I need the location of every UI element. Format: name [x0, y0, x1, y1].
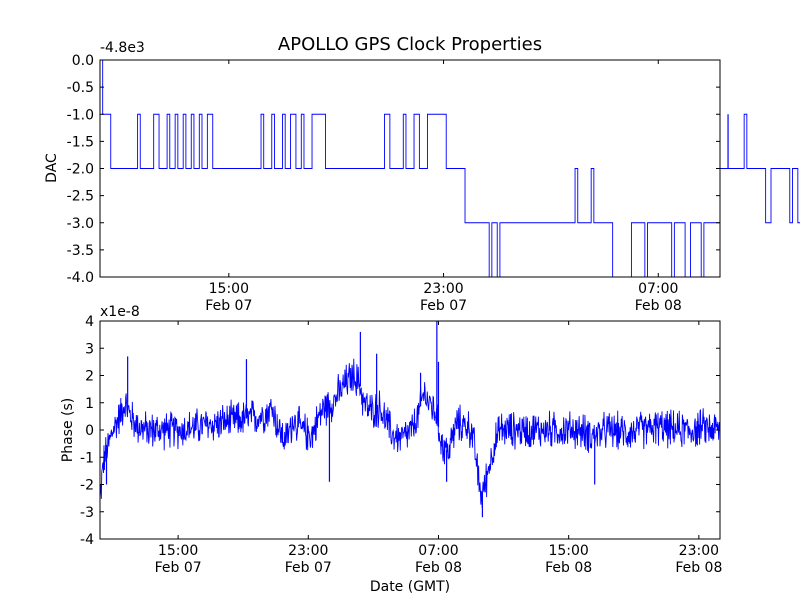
x-tick-time-label: 07:00	[418, 543, 458, 559]
phase-offset-label: x1e-8	[100, 304, 140, 320]
y-tick-label: -3.0	[67, 216, 94, 232]
dac-plot-area	[100, 59, 800, 278]
x-tick-date-label: Feb 08	[415, 560, 462, 576]
y-tick-label: -1.5	[67, 134, 94, 150]
dac-y-ticks: 0.0 -0.5 -1.0 -1.5 -2.0 -2.5 -3.0 -3.5 -4.0	[67, 53, 720, 286]
x-tick-time-label: 23:00	[679, 543, 719, 559]
y-tick-label: 2	[85, 369, 94, 385]
y-tick-label: -2.5	[67, 189, 94, 205]
y-tick-label: 0	[85, 423, 94, 439]
y-tick-label: 3	[85, 341, 94, 357]
x-axis-label: Date (GMT)	[370, 579, 450, 595]
chart-title: APOLLO GPS Clock Properties	[278, 34, 542, 55]
dac-series-line	[100, 59, 800, 278]
y-tick-label: -1	[80, 450, 94, 466]
dac-y-axis-label: DAC	[44, 153, 60, 183]
x-tick-time-label: 15:00	[209, 281, 249, 297]
phase-y-ticks: 4 3 2 1 0 -1 -2 -3 -4	[80, 314, 720, 548]
x-tick-date-label: Feb 07	[155, 560, 202, 576]
y-tick-label: -2	[80, 478, 94, 494]
x-tick-date-label: Feb 07	[285, 560, 332, 576]
y-tick-label: -4.0	[67, 270, 94, 286]
y-tick-label: -3	[80, 505, 94, 521]
y-tick-label: 4	[85, 314, 94, 330]
y-tick-label: 1	[85, 396, 94, 412]
x-tick-time-label: 23:00	[288, 543, 328, 559]
dac-panel: -4.8e3 DAC 0.0 -0.5 -1.0 -1.5 -2.0 -2.5 -3.0 -3…	[44, 40, 800, 314]
y-tick-label: -1.0	[67, 107, 94, 123]
y-tick-label: 0.0	[72, 53, 94, 69]
x-tick-time-label: 15:00	[548, 543, 588, 559]
x-tick-date-label: Feb 07	[205, 298, 252, 314]
y-tick-label: -4	[80, 532, 94, 548]
x-tick-date-label: Feb 08	[675, 560, 722, 576]
x-tick-date-label: Feb 08	[545, 560, 592, 576]
y-tick-label: -0.5	[67, 80, 94, 96]
x-tick-time-label: 07:00	[638, 281, 678, 297]
phase-series-line	[99, 358, 721, 509]
phase-plot-area	[99, 321, 721, 518]
x-tick-time-label: 23:00	[423, 281, 463, 297]
dac-offset-label: -4.8e3	[100, 40, 145, 56]
y-tick-label: -2.0	[67, 162, 94, 178]
y-tick-label: -3.5	[67, 243, 94, 259]
x-tick-date-label: Feb 07	[420, 298, 467, 314]
phase-y-axis-label: Phase (s)	[60, 398, 76, 462]
x-tick-time-label: 15:00	[158, 543, 198, 559]
x-tick-date-label: Feb 08	[635, 298, 682, 314]
